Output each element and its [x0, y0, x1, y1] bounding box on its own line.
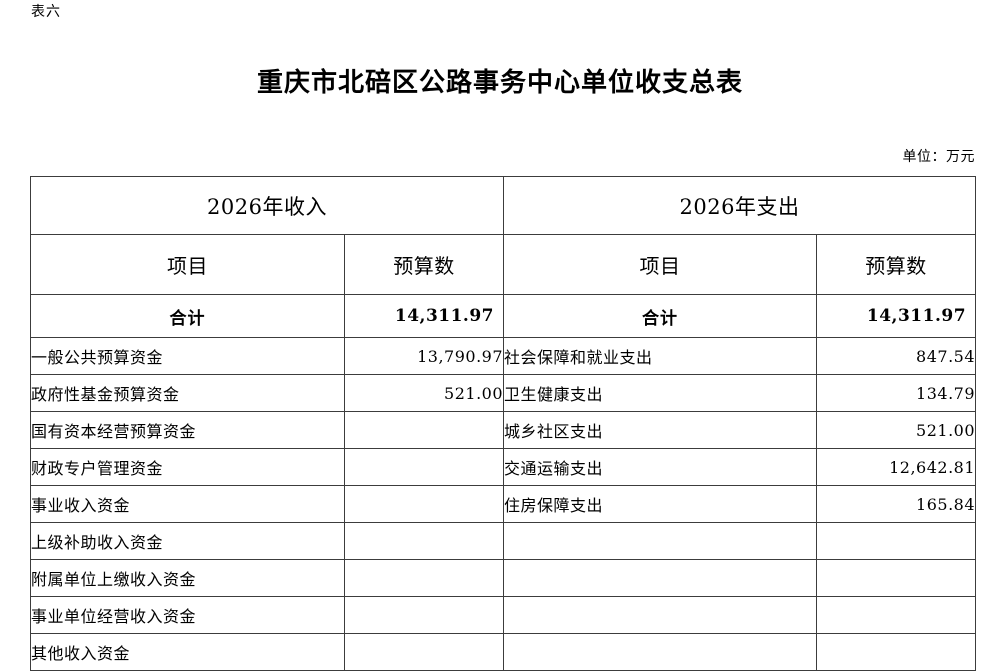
cell-expenditure-value: 12,642.81: [816, 448, 977, 486]
table-row: 其他收入资金: [30, 633, 977, 671]
cell-income-value: [343, 411, 505, 449]
cell-expenditure-item: 住房保障支出: [503, 485, 818, 523]
cell-income-value: [343, 448, 505, 486]
cell-expenditure-value: 847.54: [816, 337, 977, 375]
cell-income-value: [343, 485, 505, 523]
cell-expenditure-value: [816, 596, 977, 634]
cell-income-value: [343, 596, 505, 634]
cell-expenditure-item: 城乡社区支出: [503, 411, 818, 449]
cell-expenditure-item: 社会保障和就业支出: [503, 337, 818, 375]
cell-expenditure-item: [503, 522, 818, 560]
cell-income-value: 521.00: [343, 374, 505, 412]
cell-income-item: 财政专户管理资金: [30, 448, 345, 486]
cell-income-item: 附属单位上缴收入资金: [30, 559, 345, 597]
group-header-expenditure: 2026年支出: [503, 176, 977, 235]
cell-expenditure-item: [503, 596, 818, 634]
total-label-expenditure: 合计: [503, 294, 818, 338]
table-row: 附属单位上缴收入资金: [30, 559, 977, 597]
table-row: 国有资本经营预算资金 城乡社区支出 521.00: [30, 411, 977, 449]
cell-income-item: 国有资本经营预算资金: [30, 411, 345, 449]
table-total-row: 合计 14,311.97 合计 14,311.97: [30, 294, 977, 338]
total-value-income: 14,311.97: [343, 294, 505, 338]
cell-expenditure-value: 134.79: [816, 374, 977, 412]
table-group-header-row: 2026年收入 2026年支出: [29, 176, 977, 235]
table-row: 上级补助收入资金: [30, 522, 977, 560]
cell-income-item: 上级补助收入资金: [30, 522, 345, 560]
group-header-income: 2026年收入: [29, 176, 505, 235]
column-header-income-amount: 预算数: [343, 234, 505, 295]
total-value-expenditure: 14,311.97: [816, 294, 977, 338]
table-row: 事业单位经营收入资金: [30, 596, 977, 634]
sheet-label: 表六: [31, 4, 61, 20]
cell-income-value: [343, 559, 505, 597]
cell-expenditure-item: 交通运输支出: [503, 448, 818, 486]
cell-expenditure-item: 卫生健康支出: [503, 374, 818, 412]
page-title: 重庆市北碚区公路事务中心单位收支总表: [256, 68, 743, 98]
cell-income-item: 事业收入资金: [30, 485, 345, 523]
total-label-income: 合计: [30, 294, 345, 338]
cell-income-value: [343, 522, 505, 560]
cell-expenditure-value: [816, 633, 977, 671]
cell-expenditure-item: [503, 559, 818, 597]
cell-income-value: 13,790.97: [343, 337, 505, 375]
table-column-header-row: 项目 预算数 项目 预算数: [30, 234, 977, 295]
cell-income-item: 政府性基金预算资金: [30, 374, 345, 412]
cell-income-item: 事业单位经营收入资金: [30, 596, 345, 634]
column-header-expenditure-item: 项目: [503, 234, 818, 295]
column-header-income-item: 项目: [30, 234, 345, 295]
unit-note: 单位：万元: [902, 149, 975, 165]
cell-income-item: 其他收入资金: [30, 633, 345, 671]
cell-expenditure-value: 165.84: [816, 485, 977, 523]
cell-expenditure-value: 521.00: [816, 411, 977, 449]
table-row: 财政专户管理资金 交通运输支出 12,642.81: [30, 448, 977, 486]
cell-expenditure-item: [503, 633, 818, 671]
cell-expenditure-value: [816, 559, 977, 597]
column-header-expenditure-amount: 预算数: [816, 234, 977, 295]
budget-summary-table: 2026年收入 2026年支出 项目 预算数 项目 预算数 合计 14,311.…: [29, 176, 977, 671]
table-row: 政府性基金预算资金 521.00 卫生健康支出 134.79: [30, 374, 977, 412]
cell-income-value: [343, 633, 505, 671]
table-row: 事业收入资金 住房保障支出 165.84: [30, 485, 977, 523]
cell-income-item: 一般公共预算资金: [30, 337, 345, 375]
table-row: 一般公共预算资金 13,790.97 社会保障和就业支出 847.54: [30, 337, 977, 375]
cell-expenditure-value: [816, 522, 977, 560]
